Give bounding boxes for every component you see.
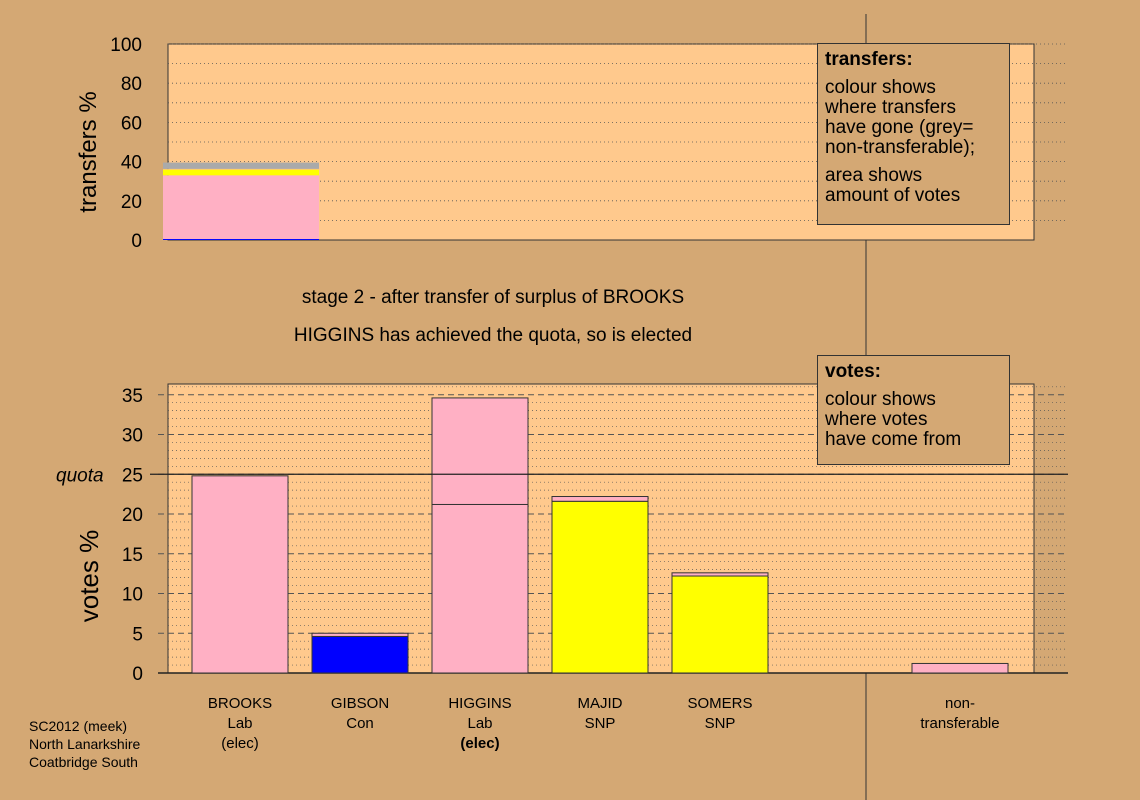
candidate-label: transferable (920, 715, 999, 732)
candidate-label: HIGGINS (448, 695, 511, 712)
votes-bar-segment (551, 496, 649, 502)
votes-y-tick-label: 15 (122, 545, 143, 566)
votes-bar-segment (671, 575, 769, 674)
transfers-legend-line: colour shows (825, 77, 936, 98)
candidate-label: GIBSON (331, 695, 389, 712)
transfers-legend-line: have gone (grey= (825, 117, 974, 138)
transfers-legend-line: area shows (825, 165, 923, 186)
transfers-y-tick-label: 100 (110, 35, 142, 56)
votes-bars (191, 397, 1009, 674)
footer-line: Coatbridge South (29, 754, 138, 770)
transfers-bar-segment (163, 175, 319, 240)
transfers-bar-segment (163, 239, 319, 240)
footer-line: SC2012 (meek) (29, 718, 128, 734)
votes-bar-segment (191, 475, 289, 674)
transfers-y-tick-label: 0 (131, 231, 142, 252)
transfers-legend: transfers: colour shows where transfers … (817, 43, 1010, 225)
votes-bar-segment (311, 635, 409, 674)
transfers-legend-title: transfers: (825, 49, 913, 70)
votes-y-tick-label: 20 (122, 505, 143, 526)
votes-y-tick-label: 25 (122, 465, 143, 486)
candidate-label: SOMERS (687, 695, 752, 712)
votes-bar-segment (671, 572, 769, 577)
votes-y-tick-label: 35 (122, 386, 143, 407)
votes-y-axis-label: votes % (74, 530, 104, 623)
votes-legend: votes: colour shows where votes have com… (817, 355, 1010, 465)
transfers-bar-segment (163, 169, 319, 176)
transfers-y-tick-label: 40 (121, 153, 142, 174)
transfers-legend-line: where transfers (825, 97, 956, 118)
votes-y-tick-label: 0 (132, 664, 143, 685)
candidate-label: (elec) (221, 735, 259, 752)
candidate-label: SNP (585, 715, 616, 732)
votes-bar-segment (431, 503, 529, 674)
footer-note: SC2012 (meek) North Lanarkshire Coatbrid… (29, 717, 140, 771)
candidate-label: Lab (467, 715, 492, 732)
votes-bar-segment (911, 662, 1009, 674)
transfers-y-tick-label: 80 (121, 74, 142, 95)
votes-legend-title: votes: (825, 361, 881, 382)
transfers-y-tick-label: 20 (121, 192, 142, 213)
votes-y-tick-label: 30 (122, 426, 143, 447)
transfers-bar-segment (163, 162, 319, 169)
transfers-bar (163, 162, 319, 240)
candidate-label: Lab (227, 715, 252, 732)
candidate-label: non- (945, 695, 975, 712)
transfers-y-ticks: 0 20 40 60 80 100 (110, 35, 142, 252)
votes-y-tick-label: 10 (122, 585, 143, 606)
votes-bar-segment (551, 500, 649, 674)
votes-bar-segment (431, 397, 529, 505)
candidate-label: Con (346, 715, 374, 732)
transfers-legend-line: non-transferable); (825, 137, 975, 158)
footer-line: North Lanarkshire (29, 736, 141, 752)
quota-line-group: quota (56, 465, 1068, 486)
candidate-label: BROOKS (208, 695, 272, 712)
votes-legend-line: have come from (825, 429, 962, 450)
votes-bar-segment (311, 632, 409, 637)
votes-y-ticks: 0 5 10 15 20 25 30 35 (122, 386, 143, 685)
votes-legend-line: where votes (825, 409, 928, 430)
transfers-y-axis-label: transfers % (75, 91, 102, 212)
candidate-label: (elec) (460, 735, 499, 752)
candidate-label: MAJID (578, 695, 623, 712)
candidate-label: SNP (705, 715, 736, 732)
transfers-bar-segment (163, 168, 319, 170)
quota-label: quota (56, 465, 104, 486)
votes-legend-line: colour shows (825, 389, 936, 410)
votes-y-tick-label: 5 (132, 624, 143, 645)
stage-text: stage 2 - after transfer of surplus of B… (302, 287, 684, 308)
candidate-labels: BROOKS Lab (elec) GIBSON Con HIGGINS Lab (elec)… (208, 695, 1000, 752)
elected-text: HIGGINS has achieved the quota, so is el… (294, 325, 692, 346)
transfers-legend-line: amount of votes (825, 185, 961, 206)
transfers-y-tick-label: 60 (121, 113, 142, 134)
